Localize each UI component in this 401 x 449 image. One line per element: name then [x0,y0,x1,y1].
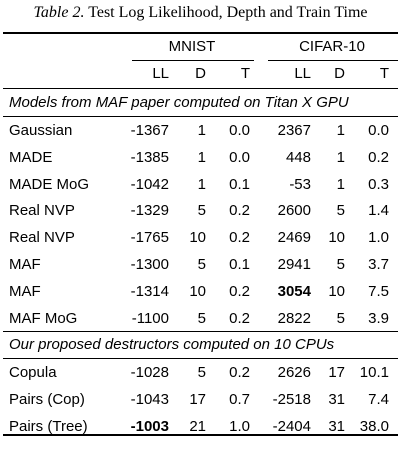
table-cell: 31 [328,418,345,435]
table-cell: 0.3 [368,175,389,193]
model-name: Real NVP [9,229,75,247]
caption-text: Test Log Likelihood, Depth and Train Tim… [88,4,368,21]
table-cell: 10.1 [359,364,389,382]
group-header-mnist: MNIST [168,38,216,55]
table-cell: 3054 [277,282,311,300]
table-cell: 0.1 [229,175,250,193]
table-cell: 1.0 [229,418,250,435]
table-cell: 0.2 [229,309,250,327]
group-underline-mnist [132,60,254,61]
table-cell: 38.0 [359,418,389,435]
table-cell: 7.5 [368,282,389,300]
model-name: Copula [9,364,57,382]
table-cell: 0.2 [368,148,389,166]
table-cell: -2404 [272,418,311,435]
table-cell: -1003 [130,418,169,435]
table-cell: 17 [189,391,206,409]
model-name: MADE MoG [9,175,90,193]
table-cell: -1043 [130,391,169,409]
table-cell: -1765 [130,229,169,247]
model-name: MADE [9,148,53,166]
table-cell: 3.9 [368,309,389,327]
table-cell: -1367 [130,122,169,139]
bottom-rule [3,434,398,436]
table-cell: 1 [336,148,345,166]
table-cell: 5 [197,202,206,220]
model-name: MAF MoG [9,309,78,327]
table-cell: 5 [336,202,345,220]
table-cell: 0.2 [229,202,250,220]
group-underline-cifar [268,60,398,61]
table-cell: 0.0 [368,122,389,139]
table-cell: -1042 [130,175,169,193]
model-name: Pairs (Tree) [9,418,88,435]
table-cell: 1 [197,175,206,193]
section-divider [3,331,398,333]
table-cell: 5 [197,256,206,273]
model-name: Real NVP [9,202,75,220]
table-cell: 2469 [277,229,311,247]
table-cell: 0.2 [229,229,250,247]
table-cell: 448 [285,148,311,166]
table-cell: 5 [336,309,345,327]
table-cell: 1 [336,122,345,139]
table-cell: -1329 [130,202,169,220]
table-cell: 0.0 [229,122,250,139]
table-cell: -2518 [272,391,311,409]
table-cell: 1 [197,148,206,166]
table-cell: 0.1 [229,256,250,273]
table-cell: 10 [189,229,206,247]
table-cell: 2822 [277,309,311,327]
column-header: D [195,65,206,82]
table-cell: 0.7 [229,391,250,409]
header-rule [3,88,398,89]
table-cell: 0.2 [229,282,250,300]
table-cell: -1314 [130,282,169,300]
model-name: MAF [9,282,41,300]
table-cell: 21 [189,418,206,435]
table-cell: 10 [189,282,206,300]
table-cell: 5 [197,364,206,382]
table-cell: 7.4 [368,391,389,409]
section-title: Models from MAF paper computed on Titan … [9,94,349,111]
table-cell: -1028 [130,364,169,382]
group-header-cifar: CIFAR-10 [299,38,365,55]
table-cell: 1.0 [368,229,389,247]
section-rule [3,358,398,360]
table-cell: -1385 [130,148,169,166]
table-cell: 10 [328,282,345,300]
column-header: T [240,65,250,82]
table-cell: 1.4 [368,202,389,220]
table-caption: Table 2. Test Log Likelihood, Depth and … [0,4,401,22]
table-cell: -53 [289,175,311,193]
model-name: Gaussian [9,122,73,139]
table-cell: 3.7 [368,256,389,273]
column-header: D [334,65,345,82]
table-cell: -1100 [131,309,169,327]
table-cell: -1300 [130,256,169,273]
table-cell: 2941 [277,256,311,273]
table-cell: 5 [336,256,345,273]
table-cell: 31 [328,391,345,409]
section-title: Our proposed destructors computed on 10 … [9,336,335,354]
table-cell: 0.2 [229,364,250,382]
model-name: Pairs (Cop) [9,391,85,409]
table-cell: 2600 [277,202,311,220]
caption-label: Table 2. [33,4,85,21]
table-cell: 5 [197,309,206,327]
column-header: LL [294,65,311,82]
table-cell: 1 [197,122,206,139]
table-cell: 0.0 [229,148,250,166]
table-cell: 2626 [277,364,311,382]
section-rule [3,116,398,117]
model-name: MAF [9,256,41,273]
column-header: LL [152,65,169,82]
table-cell: 10 [328,229,345,247]
table-cell: 17 [328,364,345,382]
table-cell: 1 [336,175,345,193]
top-rule [3,32,398,34]
table-cell: 2367 [277,122,311,139]
column-header: T [379,65,389,82]
